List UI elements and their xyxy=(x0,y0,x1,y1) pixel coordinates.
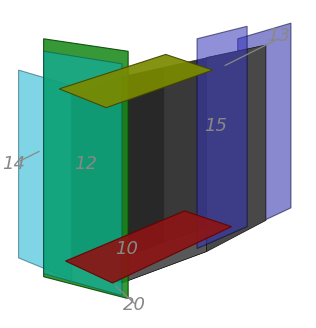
Polygon shape xyxy=(206,45,266,252)
Text: 20: 20 xyxy=(123,296,146,314)
Polygon shape xyxy=(44,39,128,298)
Polygon shape xyxy=(59,54,213,108)
Polygon shape xyxy=(44,51,122,296)
Polygon shape xyxy=(122,227,206,283)
Polygon shape xyxy=(197,26,247,249)
Text: 13: 13 xyxy=(267,27,290,45)
Text: 12: 12 xyxy=(74,155,97,173)
Polygon shape xyxy=(65,211,232,283)
Text: 15: 15 xyxy=(204,117,227,135)
Polygon shape xyxy=(72,76,122,283)
Text: 14: 14 xyxy=(3,155,25,173)
Polygon shape xyxy=(122,57,206,283)
Text: 10: 10 xyxy=(115,239,138,257)
Polygon shape xyxy=(164,57,206,267)
Polygon shape xyxy=(19,70,72,280)
Polygon shape xyxy=(238,23,291,233)
